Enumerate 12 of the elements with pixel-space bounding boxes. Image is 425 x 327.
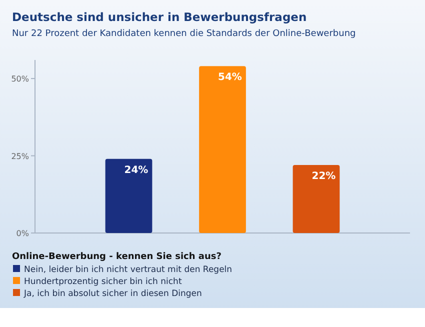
data-label: 54% <box>218 72 242 84</box>
chart-title: Deutsche sind unsicher in Bewerbungsfragen <box>12 10 307 24</box>
legend-label: Ja, ich bin absolut sicher in diesen Dingen <box>23 289 202 299</box>
legend-title: Online-Bewerbung - kennen Sie sich aus? <box>12 252 222 262</box>
chart-subtitle: Nur 22 Prozent der Kandidaten kennen die Standards der Online-Bewerbung <box>12 29 356 39</box>
y-tick-label: 25% <box>11 152 30 161</box>
y-tick-label: 0% <box>16 229 30 238</box>
data-label: 24% <box>124 164 148 176</box>
legend-label: Hundertprozentig sicher bin ich nicht <box>24 277 182 287</box>
data-label: 22% <box>312 171 336 182</box>
legend-label: Nein, leider bin ich nicht vertraut mit den Regeln <box>24 265 232 275</box>
y-tick-label: 50% <box>11 74 30 84</box>
